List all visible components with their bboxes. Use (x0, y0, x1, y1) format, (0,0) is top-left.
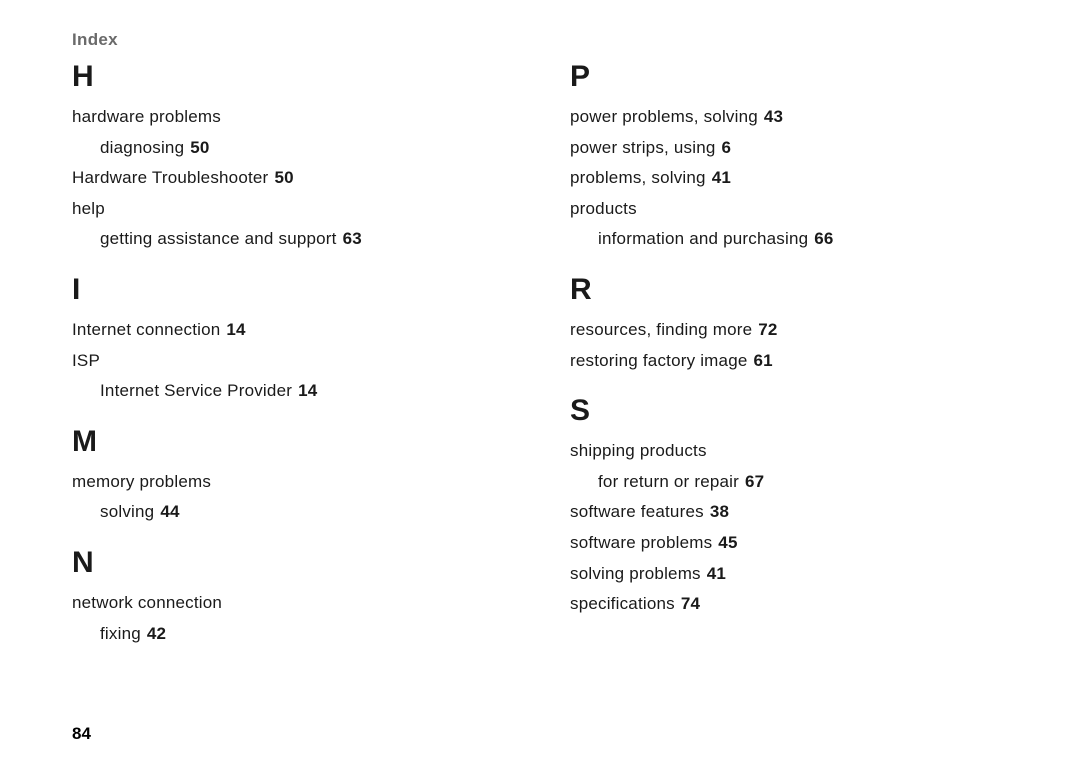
index-entry: network connection (72, 588, 510, 619)
entry-text: power problems, solving (570, 107, 758, 126)
index-entry: Internet connection 14 (72, 315, 510, 346)
entry-page: 6 (722, 138, 732, 157)
entry-text: specifications (570, 594, 675, 613)
index-entry: shipping products (570, 436, 1008, 467)
entry-page: 66 (814, 229, 833, 248)
entry-page: 43 (764, 107, 783, 126)
entry-text: software features (570, 502, 704, 521)
letter-heading-p: P (570, 60, 1008, 94)
index-entry: restoring factory image 61 (570, 346, 1008, 377)
entry-page: 50 (274, 168, 293, 187)
entry-text: shipping products (570, 441, 707, 460)
entry-page: 41 (707, 564, 726, 583)
index-entry: power problems, solving 43 (570, 102, 1008, 133)
letter-heading-h: H (72, 60, 510, 94)
entry-page: 38 (710, 502, 729, 521)
entry-text: memory problems (72, 472, 211, 491)
index-entry: ISP (72, 346, 510, 377)
letter-heading-m: M (72, 425, 510, 459)
index-subentry: information and purchasing 66 (570, 224, 1008, 255)
entry-text: for return or repair (598, 472, 739, 491)
entry-text: solving (100, 502, 154, 521)
index-subentry: fixing 42 (72, 619, 510, 650)
entry-page: 50 (190, 138, 209, 157)
entry-text: ISP (72, 351, 100, 370)
left-column: H hardware problems diagnosing 50 Hardwar… (72, 60, 510, 649)
entry-text: resources, finding more (570, 320, 752, 339)
entry-page: 41 (712, 168, 731, 187)
index-entry: memory problems (72, 467, 510, 498)
entry-text: information and purchasing (598, 229, 808, 248)
entry-text: solving problems (570, 564, 701, 583)
entry-text: Internet connection (72, 320, 220, 339)
entry-text: fixing (100, 624, 141, 643)
entry-text: products (570, 199, 637, 218)
index-subentry: for return or repair 67 (570, 467, 1008, 498)
entry-page: 61 (754, 351, 773, 370)
entry-page: 67 (745, 472, 764, 491)
page-number: 84 (72, 724, 91, 744)
index-columns: H hardware problems diagnosing 50 Hardwar… (72, 60, 1008, 649)
entry-text: Hardware Troubleshooter (72, 168, 268, 187)
entry-page: 14 (226, 320, 245, 339)
index-entry: help (72, 194, 510, 225)
index-entry: hardware problems (72, 102, 510, 133)
entry-text: help (72, 199, 105, 218)
entry-text: hardware problems (72, 107, 221, 126)
entry-text: restoring factory image (570, 351, 748, 370)
index-subentry: diagnosing 50 (72, 133, 510, 164)
entry-text: Internet Service Provider (100, 381, 292, 400)
index-entry: power strips, using 6 (570, 133, 1008, 164)
entry-page: 72 (758, 320, 777, 339)
index-subentry: Internet Service Provider 14 (72, 376, 510, 407)
entry-text: software problems (570, 533, 712, 552)
entry-page: 45 (718, 533, 737, 552)
index-entry: specifications 74 (570, 589, 1008, 620)
letter-heading-n: N (72, 546, 510, 580)
letter-heading-r: R (570, 273, 1008, 307)
entry-text: power strips, using (570, 138, 716, 157)
index-entry: Hardware Troubleshooter 50 (72, 163, 510, 194)
entry-page: 63 (343, 229, 362, 248)
entry-page: 74 (681, 594, 700, 613)
index-entry: resources, finding more 72 (570, 315, 1008, 346)
entry-text: problems, solving (570, 168, 706, 187)
entry-page: 44 (160, 502, 179, 521)
page-header: Index (72, 30, 1008, 50)
entry-text: diagnosing (100, 138, 184, 157)
entry-text: getting assistance and support (100, 229, 337, 248)
letter-heading-i: I (72, 273, 510, 307)
letter-heading-s: S (570, 394, 1008, 428)
index-entry: solving problems 41 (570, 559, 1008, 590)
index-entry: problems, solving 41 (570, 163, 1008, 194)
right-column: P power problems, solving 43 power strips… (570, 60, 1008, 649)
index-page: Index H hardware problems diagnosing 50 H… (0, 0, 1080, 766)
entry-page: 42 (147, 624, 166, 643)
entry-page: 14 (298, 381, 317, 400)
entry-text: network connection (72, 593, 222, 612)
index-subentry: solving 44 (72, 497, 510, 528)
index-subentry: getting assistance and support 63 (72, 224, 510, 255)
index-entry: products (570, 194, 1008, 225)
index-entry: software features 38 (570, 497, 1008, 528)
index-entry: software problems 45 (570, 528, 1008, 559)
